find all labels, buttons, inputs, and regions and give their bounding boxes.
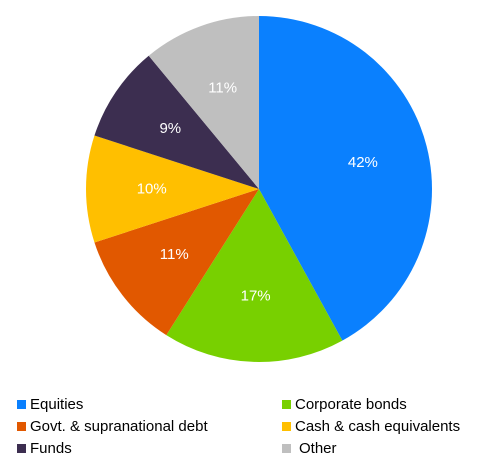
pie-label-govt-debt: 11% — [160, 246, 189, 263]
legend-swatch-other — [282, 444, 291, 453]
legend-label-corporate-bonds: Corporate bonds — [295, 396, 407, 413]
legend-label-govt-debt: Govt. & supranational debt — [30, 418, 208, 435]
legend-label-other: Other — [299, 440, 337, 457]
pie-slice-other — [148, 16, 259, 189]
legend-label-cash: Cash & cash equivalents — [295, 418, 461, 435]
legend-label-equities: Equities — [30, 396, 84, 413]
legend-label-funds: Funds — [30, 440, 72, 457]
pie-label-other: 11% — [208, 80, 237, 97]
legend-swatch-equities — [17, 400, 26, 409]
legend-item-funds: Funds — [17, 440, 72, 457]
pie-slice-corporate-bonds — [166, 189, 343, 362]
legend-swatch-cash — [282, 422, 291, 431]
pie-slice-equities — [259, 16, 432, 341]
legend-swatch-govt-debt — [17, 422, 26, 431]
legend-swatch-corporate-bonds — [282, 400, 291, 409]
pie-slice-funds — [94, 55, 259, 190]
legend-item-cash: Cash & cash equivalents — [282, 418, 460, 435]
legend-item-equities: Equities — [17, 396, 83, 413]
pie-label-corporate-bonds: 17% — [241, 288, 271, 305]
legend-item-corporate-bonds: Corporate bonds — [282, 396, 407, 413]
pie-label-funds: 9% — [159, 120, 181, 137]
pie-slice-govt-debt — [94, 189, 259, 336]
pie-chart: 42% 17% 11% 10% 9% 11% — [86, 16, 432, 362]
legend-item-other: Other — [282, 440, 337, 457]
pie-label-equities: 42% — [348, 154, 378, 171]
legend-swatch-funds — [17, 444, 26, 453]
pie-slice-cash — [86, 135, 260, 243]
legend-item-govt-debt: Govt. & supranational debt — [17, 418, 208, 435]
pie-label-cash: 10% — [137, 181, 167, 198]
